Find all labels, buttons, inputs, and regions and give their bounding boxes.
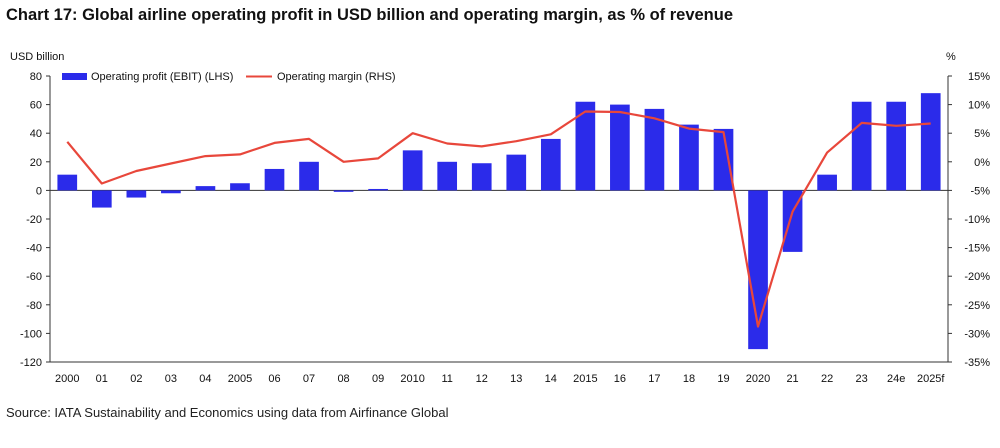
right-tick-label: -10%	[964, 214, 990, 226]
left-tick-label: -20	[26, 214, 42, 226]
right-tick-label: -35%	[964, 357, 990, 369]
left-tick-label: 60	[30, 100, 42, 112]
left-tick-label: -120	[20, 357, 42, 369]
x-tick-label: 24e	[887, 373, 905, 385]
right-tick-label: 5%	[974, 128, 990, 140]
left-axis-label: USD billion	[10, 51, 64, 63]
x-tick-label: 07	[303, 373, 315, 385]
bar	[91, 190, 112, 208]
x-tick-label: 23	[856, 373, 868, 385]
bar	[230, 183, 250, 191]
x-tick-label: 11	[441, 373, 452, 385]
source-note: Source: IATA Sustainability and Economic…	[6, 405, 449, 420]
legend-bar-label: Operating profit (EBIT) (LHS)	[91, 71, 233, 83]
line-series	[66, 110, 931, 328]
bar	[368, 188, 388, 191]
right-axis-label: %	[946, 51, 956, 63]
x-tick-label: 18	[683, 373, 695, 385]
right-tick-label: -20%	[964, 271, 990, 283]
left-tick-label: 40	[30, 128, 42, 140]
x-tick-label: 17	[648, 373, 660, 385]
x-tick-label: 2000	[55, 373, 79, 385]
right-tick-label: -25%	[964, 300, 990, 312]
bar	[920, 93, 941, 191]
bar	[57, 174, 78, 191]
right-tick-label: 0%	[974, 157, 990, 169]
x-tick-label: 2020	[746, 373, 770, 385]
bar	[817, 174, 837, 191]
bar	[471, 163, 492, 191]
legend-line-label: Operating margin (RHS)	[277, 71, 396, 83]
bar	[299, 161, 319, 191]
bar	[126, 190, 147, 198]
right-tick-label: 10%	[968, 100, 990, 112]
bar	[402, 150, 423, 191]
left-tick-label: 20	[30, 157, 42, 169]
bar-series	[57, 93, 941, 350]
x-tick-label: 21	[786, 373, 798, 385]
left-tick-label: -100	[20, 328, 42, 340]
bar	[437, 161, 458, 191]
bar	[575, 101, 596, 191]
x-tick-label: 02	[130, 373, 142, 385]
x-tick-label: 08	[337, 373, 349, 385]
x-tick-label: 2010	[400, 373, 424, 385]
chart-title: Chart 17: Global airline operating profi…	[6, 6, 734, 24]
x-tick-label: 14	[545, 373, 557, 385]
bar	[679, 124, 699, 191]
x-tick-label: 16	[614, 373, 626, 385]
left-tick-label: -80	[26, 300, 42, 312]
bar	[851, 101, 872, 191]
x-tick-label: 09	[372, 373, 384, 385]
left-tick-label: 0	[36, 185, 42, 197]
bar	[644, 108, 665, 191]
legend: Operating profit (EBIT) (LHS) Operating …	[62, 71, 396, 83]
x-tick-label: 12	[476, 373, 488, 385]
tick-labels: 80 60 40 20 0 -20 -40 -60 -80 -100 -120 15% 10% 5% 0% -…	[20, 71, 990, 385]
x-tick-label: 19	[717, 373, 729, 385]
bar	[886, 101, 907, 191]
left-tick-label: -60	[26, 271, 42, 283]
bar	[610, 104, 630, 191]
bar	[782, 190, 803, 252]
right-tick-label: -30%	[964, 328, 990, 340]
right-tick-label: -15%	[964, 243, 990, 255]
bar	[195, 186, 216, 191]
left-tick-label: -40	[26, 243, 42, 255]
x-tick-label: 2005	[228, 373, 252, 385]
right-tick-label: -5%	[970, 185, 990, 197]
axes	[46, 75, 952, 363]
x-tick-label: 06	[268, 373, 280, 385]
bar	[161, 190, 181, 194]
x-tick-label: 2015	[573, 373, 597, 385]
left-tick-label: 80	[30, 71, 42, 83]
bar	[264, 168, 285, 191]
margin-line	[66, 110, 931, 328]
bar	[540, 138, 561, 191]
x-tick-label: 13	[510, 373, 522, 385]
right-tick-label: 15%	[968, 71, 990, 83]
x-tick-label: 03	[165, 373, 177, 385]
bar	[506, 154, 527, 191]
bar	[713, 128, 734, 191]
legend-bar-swatch	[62, 73, 87, 80]
x-tick-label: 2025f	[917, 373, 945, 385]
x-tick-label: 04	[199, 373, 211, 385]
bar	[333, 190, 354, 192]
x-tick-label: 01	[96, 373, 108, 385]
x-tick-label: 22	[821, 373, 833, 385]
